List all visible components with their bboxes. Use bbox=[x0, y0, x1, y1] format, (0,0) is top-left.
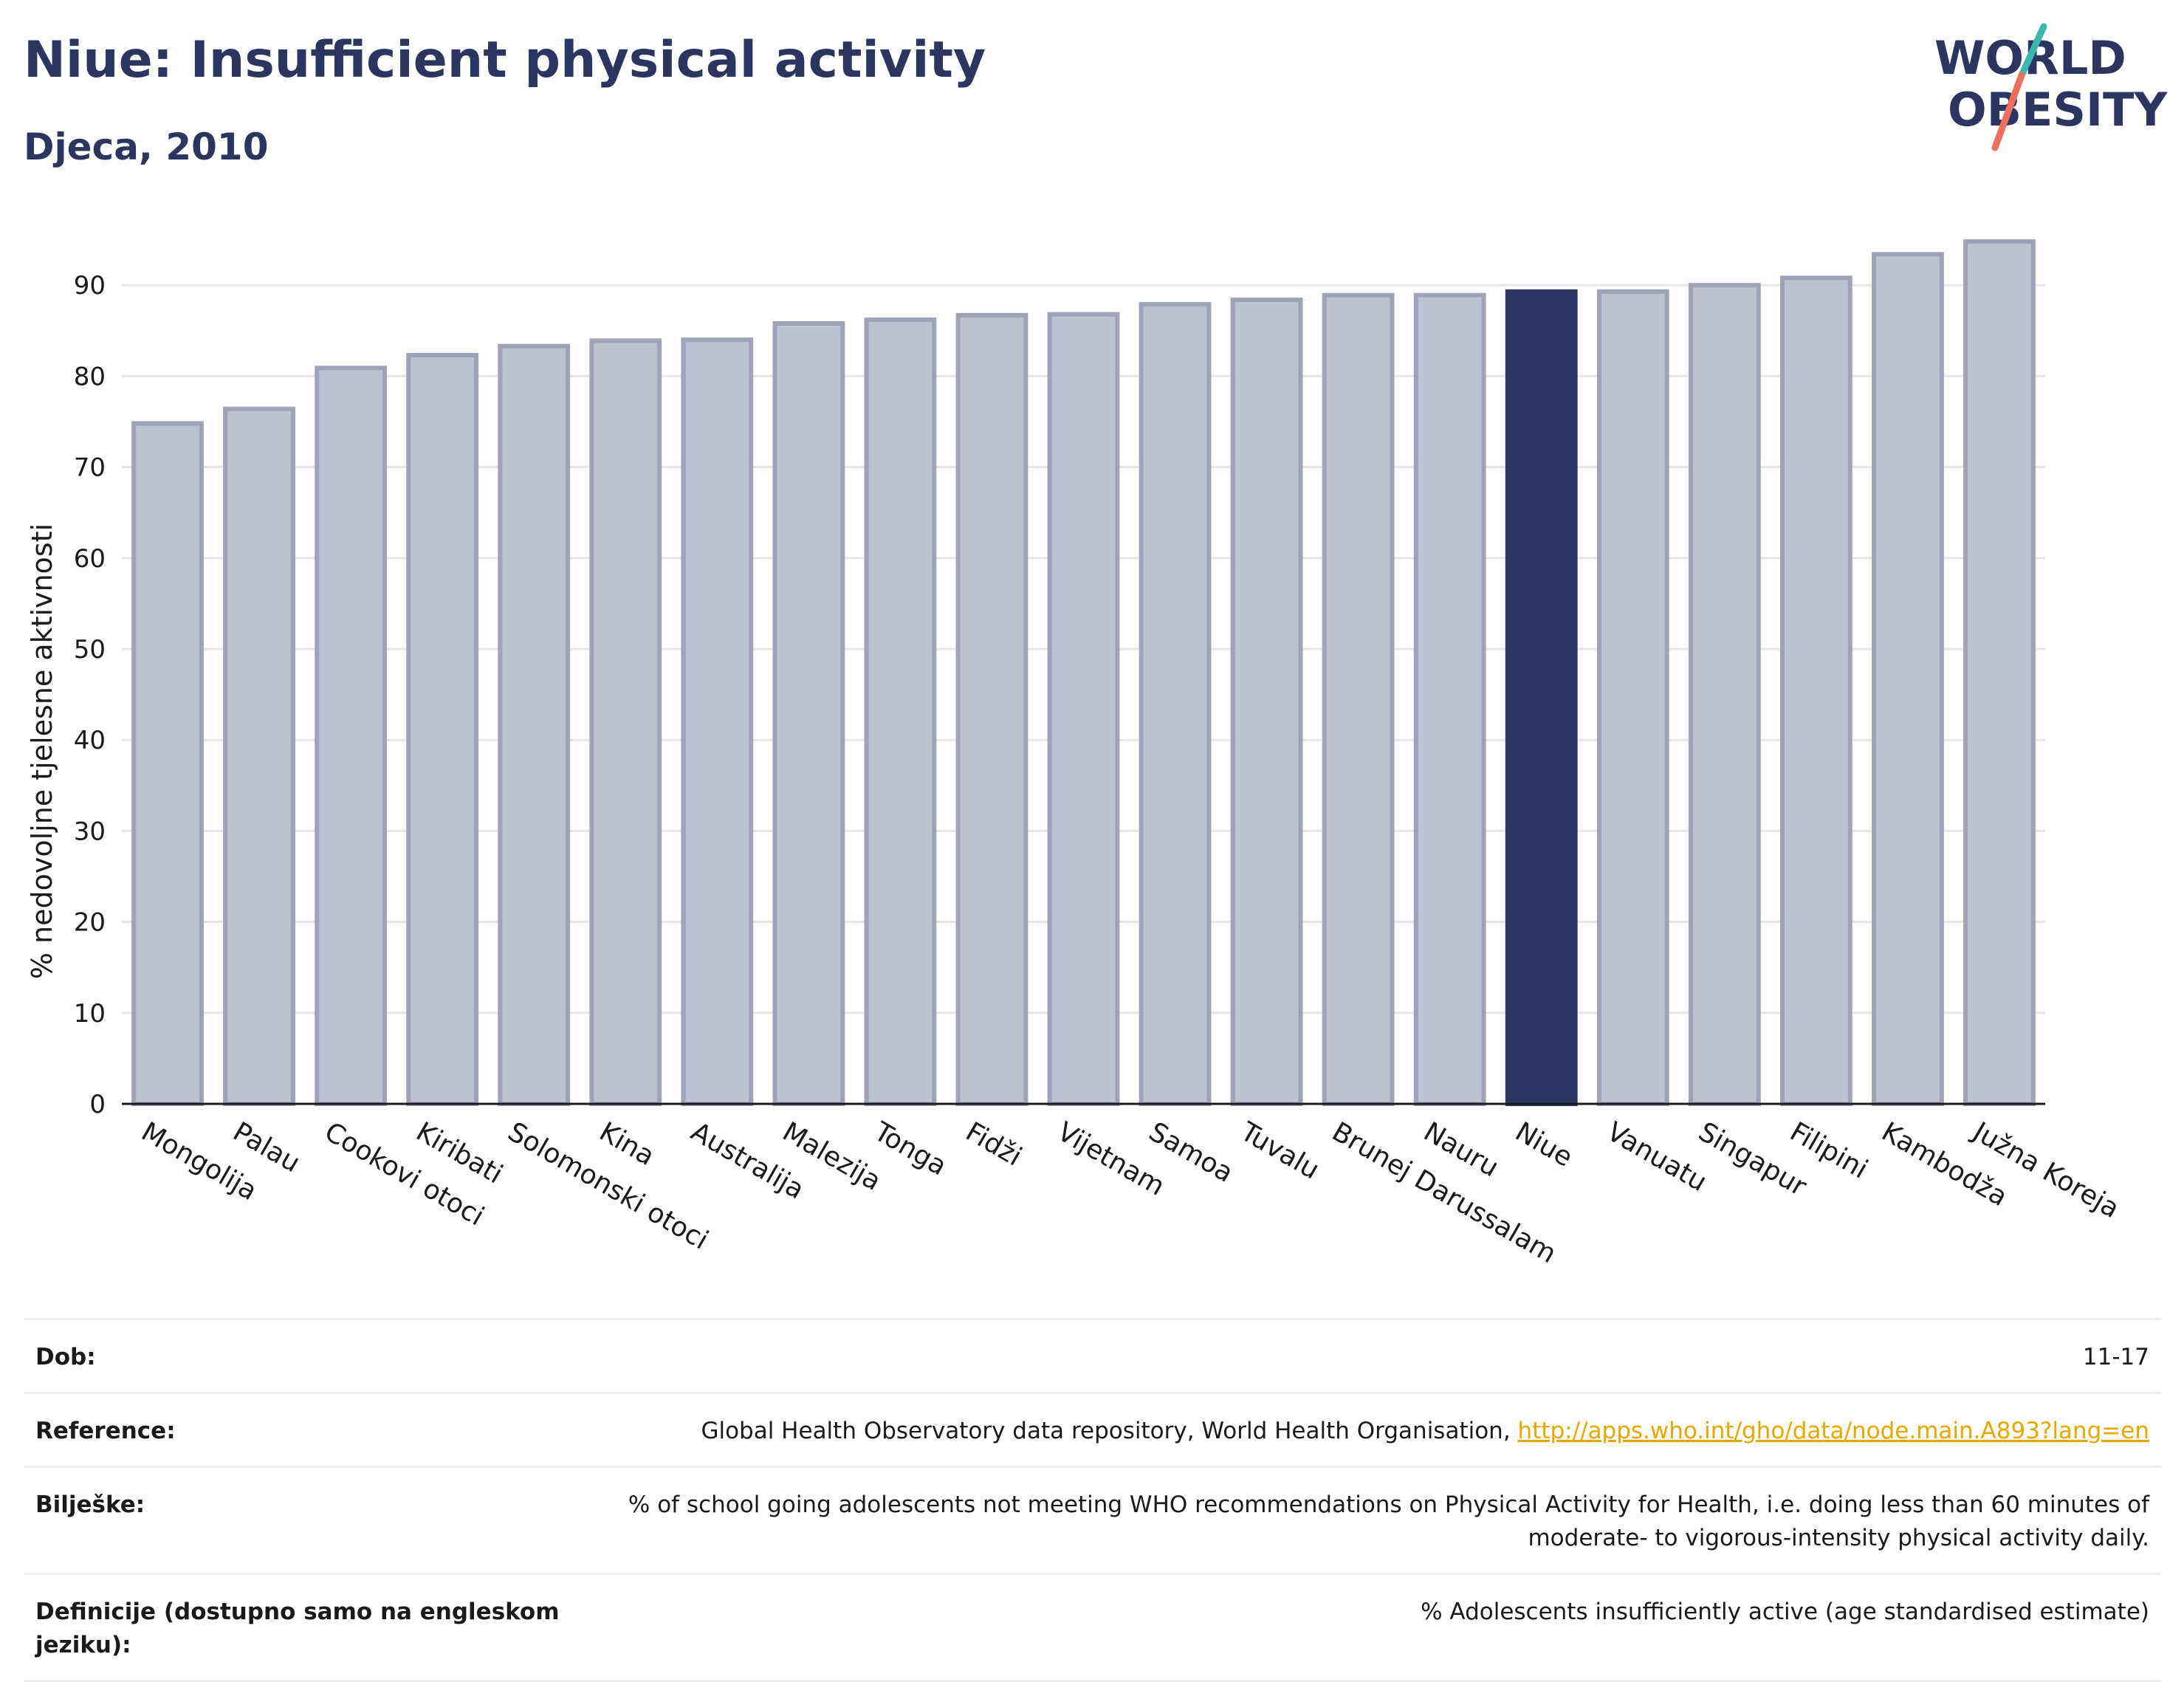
bar bbox=[1596, 289, 1669, 1106]
y-tick-label: 90 bbox=[74, 271, 106, 301]
bar bbox=[1230, 297, 1303, 1106]
info-value-reference: Global Health Observatory data repositor… bbox=[701, 1415, 2149, 1448]
page-title: Niue: Insufficient physical activity bbox=[24, 31, 986, 89]
bar bbox=[315, 365, 388, 1107]
reference-link[interactable]: http://apps.who.int/gho/data/node.main.A… bbox=[1517, 1417, 2149, 1444]
x-tick-label: Niue bbox=[1510, 1116, 1577, 1173]
info-row-definition: Definicije (dostupno samo na engleskom j… bbox=[24, 1572, 2161, 1682]
bar bbox=[1139, 302, 1212, 1106]
x-tick-label: Fidži bbox=[961, 1116, 1027, 1172]
x-tick-label: Tuvalu bbox=[1234, 1116, 1324, 1186]
y-axis-title: % nedovoljne tjelesne aktivnosti bbox=[26, 524, 58, 979]
logo-slash-coral bbox=[1991, 72, 2025, 151]
bar bbox=[1963, 239, 2036, 1106]
info-value-definition: % Adolescents insufficiently active (age… bbox=[1421, 1598, 2149, 1625]
bar bbox=[498, 343, 571, 1107]
info-value-notes: % of school going adolescents not meetin… bbox=[628, 1491, 2149, 1551]
bar bbox=[1413, 292, 1486, 1106]
info-table: Dob: 11-17 Reference: Global Health Obse… bbox=[24, 1318, 2161, 1682]
info-label-definition: Definicije (dostupno samo na engleskom j… bbox=[35, 1598, 560, 1658]
bar bbox=[131, 421, 204, 1106]
bar bbox=[772, 320, 845, 1106]
info-label-notes: Bilješke: bbox=[35, 1491, 145, 1518]
bar bbox=[1779, 275, 1852, 1106]
info-row-reference: Reference: Global Health Observatory dat… bbox=[24, 1391, 2161, 1466]
bar bbox=[1322, 292, 1395, 1106]
info-row-age: Dob: 11-17 bbox=[24, 1318, 2161, 1392]
page-subtitle: Djeca, 2010 bbox=[24, 126, 269, 168]
bar bbox=[1688, 283, 1761, 1107]
bar bbox=[681, 337, 754, 1106]
info-label-reference: Reference: bbox=[35, 1417, 176, 1444]
y-tick-label: 20 bbox=[74, 908, 106, 938]
y-tick-label: 30 bbox=[74, 817, 106, 846]
x-tick-label: Vanuatu bbox=[1601, 1116, 1711, 1198]
bar bbox=[406, 353, 479, 1106]
reference-text: Global Health Observatory data repositor… bbox=[701, 1417, 1518, 1444]
y-tick-label: 40 bbox=[74, 726, 106, 755]
bar bbox=[1047, 312, 1120, 1106]
logo-slash-teal bbox=[2018, 23, 2047, 79]
y-tick-label: 70 bbox=[74, 453, 106, 483]
bar-chart: 0 10 20 30 40 50 60 70 80 90 % nedovoljne tjelesne… bbox=[26, 239, 2124, 1269]
world-obesity-logo: WORLD OBESITY bbox=[1934, 23, 2168, 151]
bar bbox=[589, 338, 662, 1106]
x-tick-label: Cookovi otoci bbox=[320, 1116, 490, 1232]
info-value-age: 11-17 bbox=[2082, 1344, 2149, 1370]
bar bbox=[1505, 289, 1578, 1106]
y-tick-label: 0 bbox=[89, 1090, 106, 1119]
bar bbox=[955, 312, 1029, 1107]
y-tick-label: 80 bbox=[74, 362, 106, 391]
x-tick-label: Kina bbox=[594, 1116, 659, 1172]
bar bbox=[864, 317, 937, 1107]
logo-line2: OBESITY bbox=[1948, 83, 2168, 137]
info-row-notes: Bilješke: % of school going adolescents … bbox=[24, 1465, 2161, 1573]
bar bbox=[1872, 252, 1944, 1107]
y-tick-label: 60 bbox=[74, 544, 106, 574]
bar bbox=[223, 406, 295, 1106]
y-tick-label: 50 bbox=[74, 635, 106, 665]
y-tick-label: 10 bbox=[74, 999, 106, 1029]
info-label-age: Dob: bbox=[35, 1344, 96, 1370]
